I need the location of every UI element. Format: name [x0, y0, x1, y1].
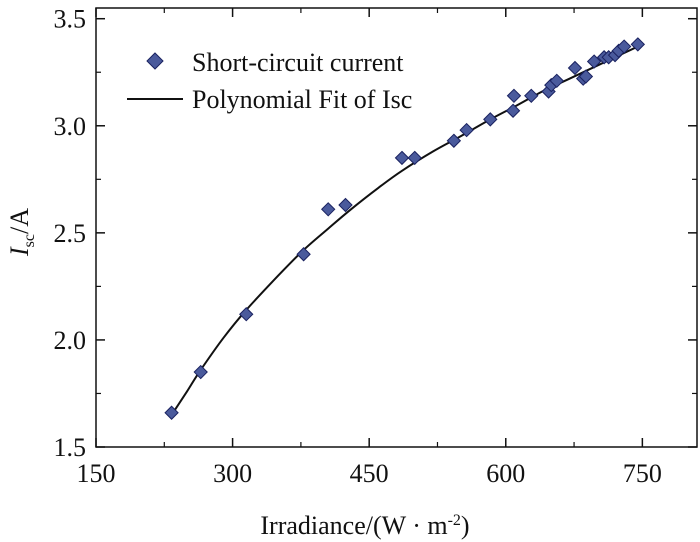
- data-point: [586, 54, 602, 69]
- x-tick-label: 750: [623, 459, 662, 488]
- plot-frame: [95, 7, 698, 448]
- data-point: [296, 247, 311, 262]
- y-axis-title: Isc/A: [5, 208, 38, 257]
- legend-label-short-circuit-current: Short-circuit current: [192, 48, 404, 77]
- x-tick-label: 300: [213, 459, 252, 488]
- fit-curve: [170, 45, 639, 416]
- data-point: [630, 37, 646, 52]
- legend-marker-short-circuit-current: [146, 52, 164, 70]
- x-tick-label: 450: [350, 459, 389, 488]
- data-point: [239, 307, 254, 322]
- legend: Short-circuit current Polynomial Fit of …: [127, 48, 412, 114]
- y-tick-label: 2.0: [54, 326, 87, 355]
- data-point: [164, 405, 179, 420]
- y-tick-label: 3.0: [54, 112, 87, 141]
- data-point: [320, 202, 336, 217]
- x-tick-label: 150: [77, 459, 116, 488]
- data-point: [394, 150, 410, 166]
- data-point: [505, 103, 521, 118]
- y-tick-label: 1.5: [54, 433, 87, 462]
- plot-area: [164, 37, 646, 420]
- data-point: [446, 133, 462, 148]
- data-point: [549, 73, 564, 89]
- axes: 150 300 450 600 750 1.5 2.0 2.5 3.0 3.5: [54, 5, 698, 488]
- x-tick-label: 600: [486, 459, 525, 488]
- y-tick-label: 3.5: [54, 5, 87, 34]
- data-point: [407, 150, 422, 166]
- data-point: [193, 364, 208, 380]
- data-point: [459, 122, 474, 138]
- x-axis-title: Irradiance/(W · m-2): [260, 511, 469, 540]
- data-point: [616, 39, 632, 54]
- data-point: [506, 88, 522, 104]
- data-point: [567, 60, 583, 76]
- data-point: [338, 197, 353, 213]
- data-point: [524, 88, 539, 104]
- data-point: [483, 112, 498, 127]
- legend-label-polynomial-fit: Polynomial Fit of Isc: [192, 85, 412, 114]
- y-tick-label: 2.5: [54, 219, 87, 248]
- data-point: [578, 69, 594, 84]
